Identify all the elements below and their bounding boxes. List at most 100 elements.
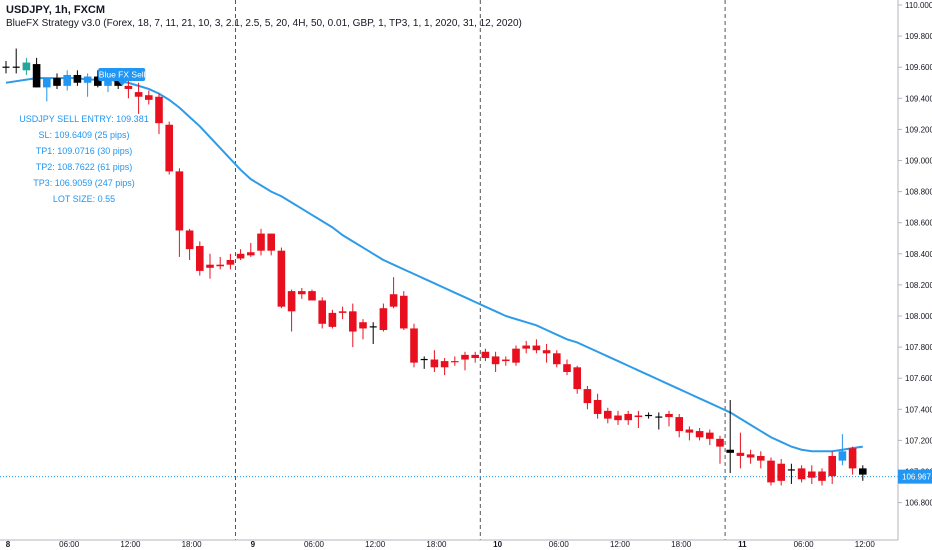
candle-body <box>389 294 398 307</box>
candle-body <box>838 451 847 461</box>
candle-body <box>53 78 61 86</box>
time-tick-label: 9 <box>251 540 256 549</box>
time-tick-label: 10 <box>493 540 502 549</box>
strategy-title: BlueFX Strategy v3.0 (Forex, 18, 7, 11, … <box>6 18 522 29</box>
price-tick-label: 109.400 <box>905 94 932 103</box>
candle-body <box>338 311 347 313</box>
candle-body <box>859 468 867 475</box>
candle-body <box>104 78 112 86</box>
signal-label-pointer <box>118 81 127 86</box>
price-tick-label: 108.400 <box>905 250 932 259</box>
candle-body <box>440 361 449 368</box>
candle-body <box>553 353 561 365</box>
price-tick-label: 108.000 <box>905 312 932 321</box>
signal-label-text: Blue FX Sell <box>99 70 146 80</box>
price-tick-label: 107.800 <box>905 343 932 352</box>
price-tick-label: 109.600 <box>905 63 932 72</box>
price-tick-label: 107.400 <box>905 405 932 414</box>
time-tick-label: 8 <box>6 540 11 549</box>
candle-body <box>318 300 326 324</box>
candle-body <box>828 455 836 477</box>
time-tick-label: 18:00 <box>182 540 203 549</box>
candle-body <box>593 399 602 414</box>
sell-signal: Blue FX Sell <box>98 68 146 86</box>
tp1-text: TP1: 109.0716 (30 pips) <box>35 146 133 156</box>
candle-body <box>236 253 245 259</box>
candle-body <box>706 432 714 439</box>
price-tick-label: 109.200 <box>905 125 932 134</box>
candle-body <box>277 250 286 307</box>
candle-body <box>175 171 184 231</box>
candle-body <box>604 410 612 419</box>
candle-body <box>736 452 745 456</box>
candle-body <box>22 62 31 71</box>
candle-body <box>196 246 204 271</box>
time-tick-label: 12:00 <box>365 540 386 549</box>
candles <box>2 48 867 486</box>
day-separators <box>235 0 726 540</box>
candle-body <box>410 328 418 363</box>
candle-body <box>767 460 775 483</box>
candle-body <box>481 351 490 358</box>
candle-body <box>165 124 173 172</box>
symbol-title: USDJPY, 1h, FXCM <box>6 4 106 16</box>
price-tick-label: 106.800 <box>905 499 932 508</box>
candle-body <box>797 468 806 480</box>
candle-body <box>349 311 357 332</box>
candle-body <box>359 322 367 329</box>
candle-body <box>83 76 92 83</box>
candle-body <box>614 415 622 421</box>
candle-body <box>818 471 826 481</box>
moving-average <box>5 77 863 453</box>
candle-body <box>726 449 734 453</box>
candle-body <box>267 233 275 251</box>
candle-body <box>563 364 571 372</box>
price-tick-label: 109.000 <box>905 157 932 166</box>
time-axis: 8 06:00 12:00 18:00 9 06:00 12:00 18:00 10 06:00 1… <box>0 539 898 549</box>
candle-body <box>451 361 459 363</box>
candle-body <box>379 308 388 330</box>
price-tick-label: 109.800 <box>905 32 932 41</box>
candle-body <box>63 74 71 86</box>
candle-body <box>624 413 632 421</box>
candle-body <box>287 291 296 312</box>
candle-body <box>216 264 224 267</box>
candle-body <box>257 233 265 251</box>
signal-label-box <box>98 68 146 81</box>
time-tick-label: 18:00 <box>671 540 692 549</box>
candle-body <box>583 389 592 404</box>
candle-body <box>461 354 469 360</box>
price-tick-label: 107.200 <box>905 436 932 445</box>
price-tick-label: 108.600 <box>905 219 932 228</box>
price-tick-label: 108.200 <box>905 281 932 290</box>
candle-body <box>32 64 41 88</box>
candle-body <box>328 312 337 327</box>
stop-loss-text: SL: 109.6409 (25 pips) <box>38 130 130 140</box>
candle-body <box>134 92 143 97</box>
candle-body <box>542 350 551 354</box>
candle-body <box>73 74 82 83</box>
candle-body <box>502 359 510 362</box>
candle-body <box>400 295 408 329</box>
candle-body <box>746 454 755 458</box>
candle-body <box>145 95 153 100</box>
price-tick-label: 107.600 <box>905 374 932 383</box>
time-tick-label: 06:00 <box>59 540 80 549</box>
time-tick-label: 12:00 <box>855 540 876 549</box>
candle-body <box>634 415 643 418</box>
time-tick-label: 18:00 <box>426 540 447 549</box>
candle-body <box>430 359 439 368</box>
candle-body <box>94 76 102 86</box>
candle-body <box>206 264 214 268</box>
candle-body <box>532 345 541 351</box>
time-tick-label: 06:00 <box>549 540 570 549</box>
time-tick-label: 06:00 <box>794 540 815 549</box>
time-tick-label: 06:00 <box>304 540 325 549</box>
time-tick-label: 11 <box>738 540 747 549</box>
price-tick-label: 108.800 <box>905 188 932 197</box>
time-tick-label: 12:00 <box>610 540 631 549</box>
time-tick-label: 12:00 <box>120 540 141 549</box>
candle-body <box>185 230 194 250</box>
candle-body <box>124 85 133 89</box>
